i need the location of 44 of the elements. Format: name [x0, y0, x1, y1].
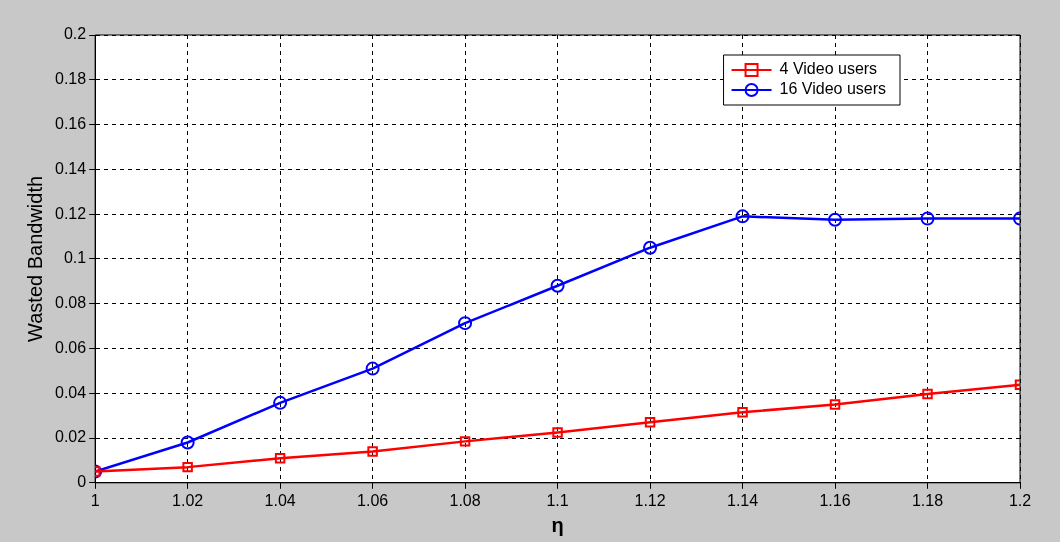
- x-tick-label: 1.08: [449, 491, 481, 509]
- x-tick-label: 1.12: [634, 491, 666, 509]
- x-axis-title: η: [551, 513, 564, 536]
- point: [920, 211, 935, 226]
- point: [828, 212, 843, 227]
- x-tick-label: 1.2: [1008, 491, 1032, 509]
- point: [182, 461, 193, 473]
- point: [459, 436, 471, 447]
- y-tick-label: 0.12: [55, 204, 87, 222]
- legend-label: 16 Video users: [779, 80, 887, 98]
- point: [643, 240, 658, 255]
- y-tick-label: 0.16: [55, 114, 87, 132]
- point: [922, 388, 933, 400]
- point: [644, 417, 656, 428]
- y-tick-label: 0.2: [63, 25, 87, 43]
- y-tick-label: 0.04: [55, 383, 87, 401]
- point: [550, 278, 565, 293]
- y-tick-label: 0.02: [55, 428, 87, 446]
- point: [274, 452, 286, 464]
- x-tick-label: 1.06: [357, 491, 389, 509]
- point: [552, 427, 563, 438]
- x-tick-label: 1.1: [546, 491, 569, 509]
- x-tick-label: 1: [90, 491, 100, 509]
- point: [273, 395, 288, 410]
- y-tick-label: 0.06: [55, 338, 87, 356]
- y-tick-label: 0.1: [63, 249, 87, 267]
- point: [735, 209, 750, 224]
- point: [829, 399, 841, 410]
- point: [737, 407, 748, 418]
- x-tick-label: 1.04: [264, 491, 296, 509]
- y-tick-label: 0.14: [55, 159, 87, 177]
- y-axis-title: Wasted Bandwidth: [23, 175, 46, 342]
- x-tick-label: 1.02: [172, 491, 204, 509]
- point: [180, 435, 195, 450]
- y-tick-label: 0: [77, 473, 87, 491]
- legend-label: 4 Video users: [779, 60, 878, 78]
- x-tick-label: 1.14: [726, 491, 759, 509]
- y-tick-label: 0.18: [55, 70, 87, 88]
- x-tick-label: 1.18: [911, 491, 944, 509]
- point: [458, 316, 473, 331]
- point: [367, 446, 378, 457]
- y-tick-label: 0.08: [55, 294, 87, 312]
- x-tick-label: 1.16: [819, 491, 851, 509]
- point: [365, 361, 380, 376]
